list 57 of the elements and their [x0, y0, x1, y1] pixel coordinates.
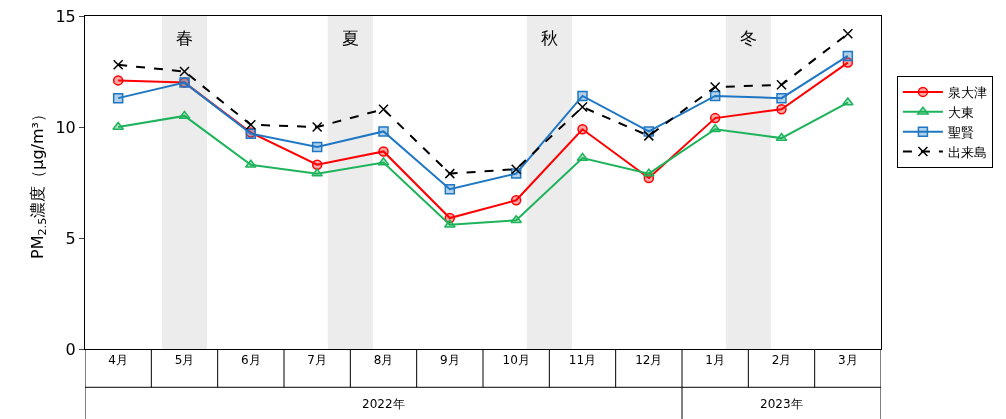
y-tick-label: 0: [65, 339, 76, 359]
point: [378, 146, 389, 157]
point: [709, 90, 721, 102]
point: [311, 141, 323, 153]
x-tick-label: 1月: [705, 353, 725, 368]
x-tick-label: 2月: [771, 353, 792, 368]
point: [776, 92, 787, 104]
text: 2022年: [362, 397, 405, 411]
point: [311, 159, 323, 170]
x-tick-label: 12月: [635, 353, 663, 368]
point: [378, 103, 389, 115]
x-tick-label: 6月: [241, 353, 261, 368]
y-tick-label: 10: [55, 117, 76, 137]
y-tick-label: 15: [55, 6, 76, 26]
x-tick-label: 3月: [838, 353, 858, 368]
point: [842, 50, 854, 62]
legend-label: 大東: [947, 104, 974, 120]
band-label: 夏: [342, 28, 359, 48]
point: [112, 59, 124, 71]
x-tick-label: 4月: [108, 353, 128, 368]
point: [510, 163, 522, 175]
point: [709, 81, 721, 93]
point: [776, 79, 787, 91]
point: [311, 121, 323, 133]
point: [577, 123, 588, 135]
legend-label: 泉大津: [947, 84, 987, 100]
y-tick-label: 5: [65, 228, 76, 248]
legend-label: 聖賢: [947, 124, 974, 140]
band-label: 秋: [541, 28, 558, 48]
point: [577, 90, 588, 102]
point: [245, 119, 257, 131]
x-tick-label: 11月: [568, 353, 597, 368]
x-tick-label: 7月: [307, 353, 327, 368]
point: [444, 168, 456, 179]
point: [709, 112, 721, 124]
band-label: 冬: [740, 28, 757, 48]
point: [775, 132, 788, 142]
x-tick-label: 9月: [440, 353, 460, 368]
x-tick-label: 8月: [373, 353, 394, 368]
point: [577, 101, 588, 113]
point: [510, 214, 523, 224]
point: [112, 92, 124, 104]
point: [776, 103, 787, 115]
band-label: 春: [176, 28, 193, 48]
point: [709, 123, 722, 133]
x-tick-label: 10月: [502, 353, 530, 368]
legend-label: 出来島: [947, 144, 987, 160]
point: [643, 130, 655, 142]
point: [179, 66, 190, 77]
point: [842, 28, 854, 40]
text: 2023年: [760, 397, 803, 411]
point: [444, 183, 456, 195]
point: [576, 152, 589, 162]
point: [378, 126, 389, 137]
point: [510, 195, 522, 206]
x-tick-label: 5月: [174, 353, 195, 368]
point: [112, 75, 124, 86]
